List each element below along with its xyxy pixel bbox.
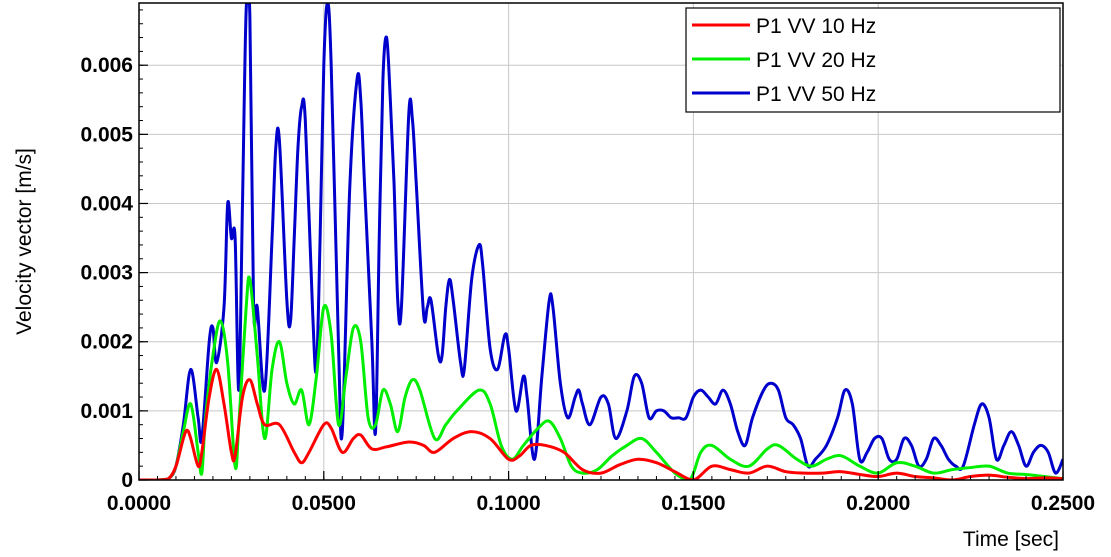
x-tick-label: 0.1500	[661, 492, 725, 515]
y-tick-label: 0	[121, 469, 133, 492]
y-tick-label: 0.006	[80, 54, 133, 77]
series-line-p1-vv-50-hz	[139, 3, 1063, 480]
x-tick-label: 0.0500	[292, 492, 356, 515]
x-axis-title: Time [sec]	[963, 528, 1059, 551]
x-tick-label: 0.1000	[476, 492, 540, 515]
legend-label-p1-vv-50-hz: P1 VV 50 Hz	[756, 83, 876, 106]
axis-ticks	[138, 9, 1064, 481]
legend: P1 VV 10 Hz P1 VV 20 Hz P1 VV 50 Hz	[685, 7, 1061, 113]
y-tick-label: 0.004	[80, 192, 133, 215]
x-tick-label: 0.2000	[846, 492, 910, 515]
series-line-p1-vv-20-hz	[139, 275, 1063, 480]
y-tick-label: 0.005	[80, 123, 133, 146]
y-tick-label: 0.001	[80, 400, 133, 423]
y-tick-labels: 0 0.001 0.002 0.003 0.004 0.005 0.006	[80, 54, 133, 492]
x-tick-label: 0.2500	[1031, 492, 1095, 515]
series-layer	[139, 3, 1063, 480]
series-line-p1-vv-10-hz	[139, 367, 1063, 480]
y-tick-label: 0.003	[80, 262, 133, 285]
x-tick-label: 0.0000	[107, 492, 171, 515]
y-axis-title: Velocity vector [m/s]	[13, 148, 36, 335]
legend-label-p1-vv-20-hz: P1 VV 20 Hz	[756, 49, 876, 72]
x-tick-labels: 0.0000 0.0500 0.1000 0.1500 0.2000 0.2500	[107, 492, 1095, 515]
legend-label-p1-vv-10-hz: P1 VV 10 Hz	[756, 15, 876, 38]
y-tick-label: 0.002	[80, 331, 133, 354]
